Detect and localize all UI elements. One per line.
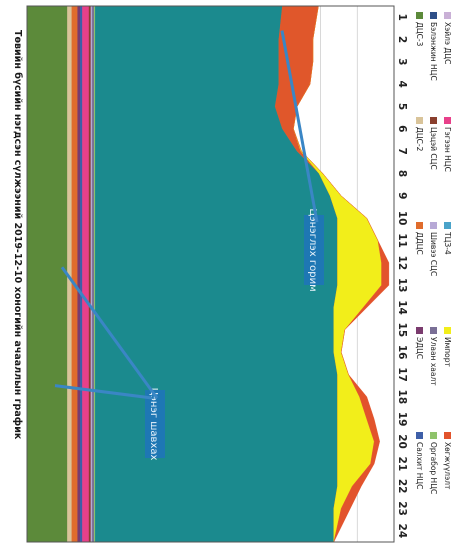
legend-swatch: [430, 222, 437, 229]
legend-item: ДЦС-2: [415, 127, 424, 152]
x-tick-label: 22: [396, 479, 408, 494]
x-tick-label: 21: [396, 457, 408, 472]
area-ДДЦС: [71, 5, 78, 543]
legend-item: ЭДЦС: [415, 337, 424, 359]
legend-swatch: [430, 432, 437, 439]
annotation-label: Цэнэглэх горим: [307, 208, 318, 291]
legend-swatch: [444, 327, 451, 334]
area-Цэцэй СЦС: [88, 5, 92, 543]
x-tick-label: 12: [396, 256, 408, 271]
legend-item: Хэйлэ ДЦС: [443, 22, 452, 64]
x-tick-label: 4: [396, 81, 408, 88]
legend-item: Шивээ СЦС: [429, 232, 438, 276]
legend-item: Бэлэнжин НЦС: [429, 22, 438, 81]
annotation-arrow: [54, 384, 153, 400]
legend-item: ТЦЗ-4: [443, 231, 452, 255]
x-tick-label: 24: [396, 524, 408, 539]
legend-swatch: [416, 327, 423, 334]
x-tick-label: 13: [396, 278, 408, 293]
annotation-label: Цэнэг шавхах: [148, 388, 159, 461]
legend-swatch: [444, 432, 451, 439]
x-tick-label: 14: [396, 300, 408, 315]
legend-item: Салхит НЦС: [415, 442, 424, 489]
legend-item: ДДЦС: [415, 232, 424, 255]
x-tick-label: 7: [396, 148, 408, 155]
legend-swatch: [416, 12, 423, 19]
area-Салхит НЦС: [80, 5, 83, 543]
x-tick-label: 2: [396, 36, 408, 43]
legend-swatch: [430, 327, 437, 334]
area-Шивээ СЦС: [90, 5, 93, 543]
legend-swatch: [444, 117, 451, 124]
x-tick-label: 18: [396, 390, 408, 405]
legend: ДЦС-3 ДЦС-2 ДДЦС ЭДЦС Салхит НЦС Бэлэнжин НЦС…: [415, 12, 452, 494]
annotation-box: [145, 390, 165, 458]
legend-swatch: [430, 12, 437, 19]
annotation-arrow: [60, 266, 159, 399]
legend-item: Улаан хаалт: [429, 337, 438, 386]
plot-border: [26, 5, 395, 543]
area-Улаан хаалт: [92, 5, 95, 543]
legend-swatch: [430, 117, 437, 124]
annotation-group: Цэнэглэх горим Цэнэг шавхах: [54, 30, 324, 461]
legend-item: Импорт: [443, 337, 452, 368]
legend-item: Гэгээн НЦС: [443, 127, 452, 172]
legend-swatch: [444, 12, 451, 19]
legend-swatch: [416, 117, 423, 124]
area-ЭДЦС: [77, 5, 81, 543]
legend-swatch: [416, 222, 423, 229]
area-ДЦС-3: [26, 5, 68, 543]
x-tick-label: 17: [396, 367, 408, 382]
x-tick-label: 9: [396, 192, 408, 199]
chart-title: Төвийн бүсийн нэгдсэн сүлжээний 2019-12-…: [12, 30, 23, 440]
x-tick-label: 15: [396, 323, 408, 338]
x-tick-label: 10: [396, 211, 408, 226]
area-Нар НЦС: [82, 5, 90, 543]
legend-item: Хөгжүүлэлт: [443, 442, 452, 490]
x-tick-label: 1: [396, 14, 408, 21]
legend-item: Цэцэй СЦС: [429, 127, 438, 170]
x-tick-label: 5: [396, 103, 408, 110]
x-tick-label: 23: [396, 501, 408, 516]
legend-swatch: [416, 432, 423, 439]
x-tick-label: 16: [396, 345, 408, 360]
legend-item: ДЦС-3: [415, 22, 424, 47]
legend-swatch: [444, 222, 451, 229]
x-tick-label: 3: [396, 58, 408, 65]
annotation-arrow: [280, 30, 319, 223]
x-tick-label: 8: [396, 170, 408, 177]
x-tick-label: 11: [396, 233, 408, 248]
legend-item: Оргабор НЦС: [429, 442, 438, 494]
x-tick-label: 20: [396, 434, 408, 449]
annotation-box: [304, 215, 324, 285]
x-tick-label: 19: [396, 412, 408, 427]
x-tick-label: 6: [396, 125, 408, 132]
